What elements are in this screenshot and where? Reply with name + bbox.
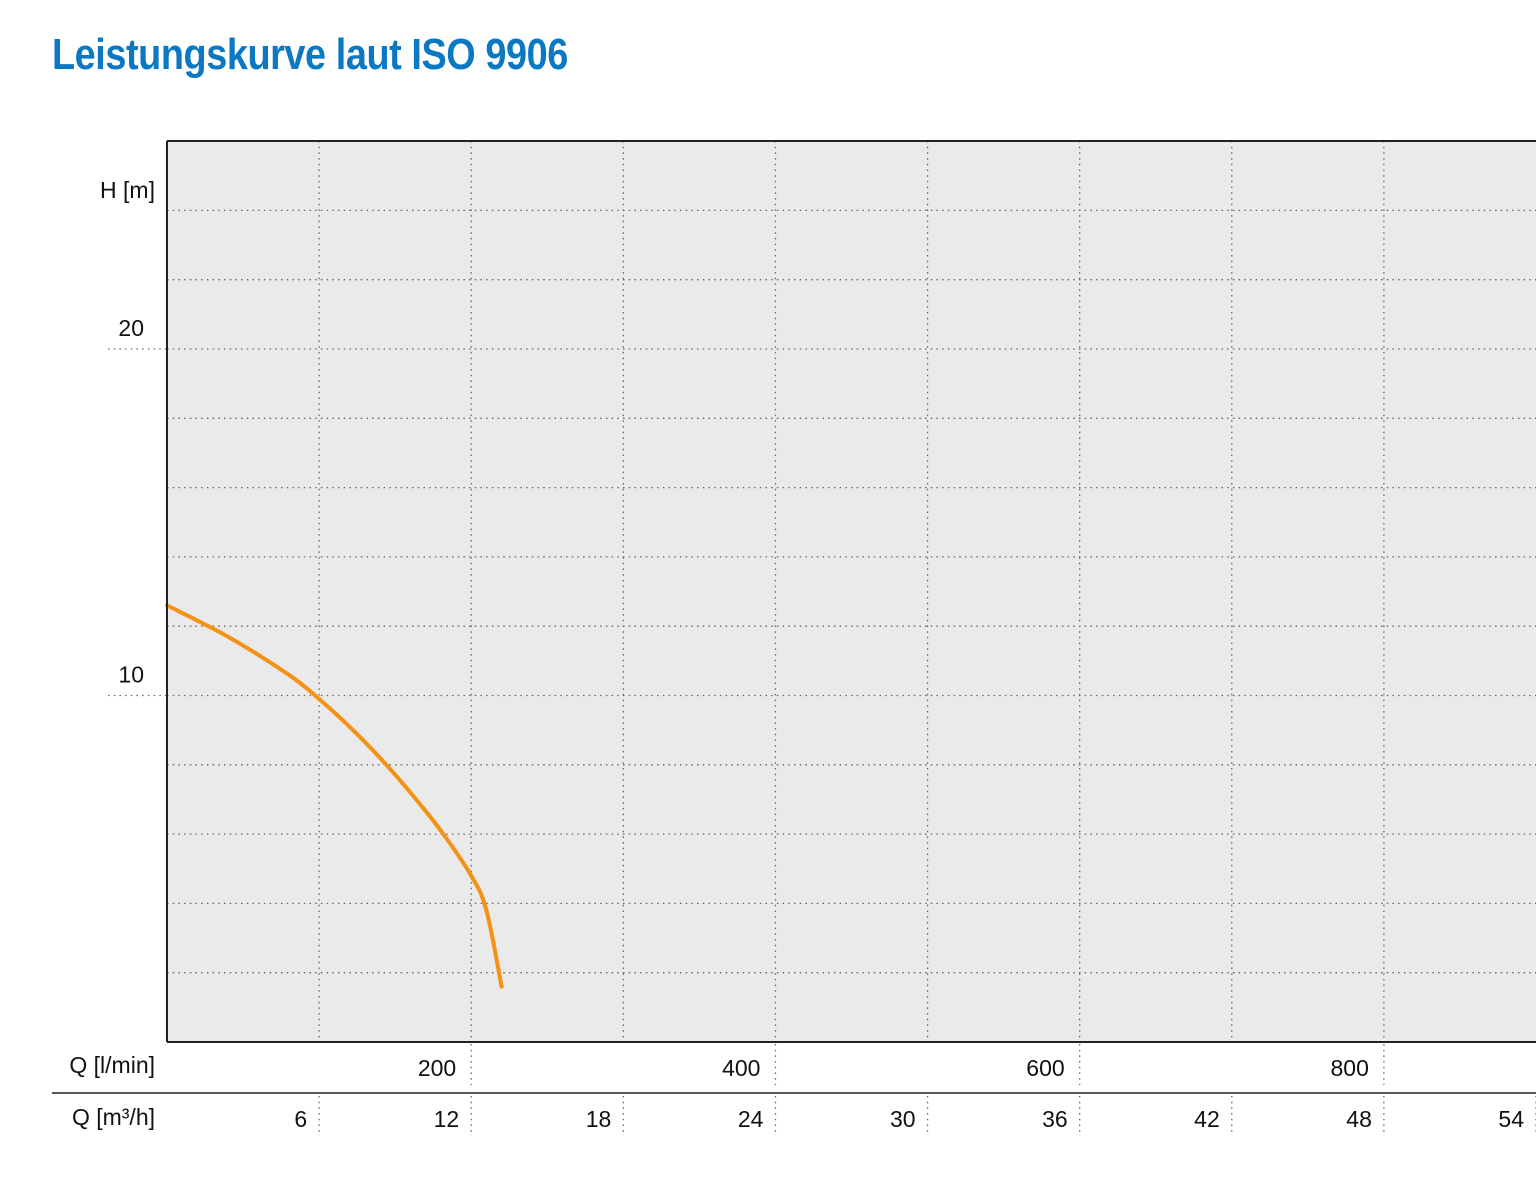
chart-title: Leistungskurve laut ISO 9906	[52, 30, 568, 79]
grid-lines	[108, 141, 1536, 1042]
m3h-tick-label: 24	[738, 1106, 764, 1132]
plot-background	[167, 141, 1536, 1042]
axes	[52, 140, 1536, 1136]
lmin-tick-label: 600	[1026, 1055, 1064, 1081]
m3h-tick-label: 18	[586, 1106, 612, 1132]
m3h-tick-label: 30	[890, 1106, 916, 1132]
lmin-tick-label: 200	[418, 1055, 456, 1081]
y-tick-label: 20	[118, 315, 144, 341]
curve-layer	[165, 603, 504, 989]
m3h-tick-label: 6	[294, 1106, 307, 1132]
x-axis-label-lmin: Q [l/min]	[69, 1052, 155, 1078]
m3h-tick-label: 12	[434, 1106, 460, 1132]
m3h-tick-label: 48	[1346, 1106, 1372, 1132]
y-axis-label: H [m]	[100, 177, 155, 203]
lmin-tick-label: 800	[1331, 1055, 1369, 1081]
performance-curve	[165, 603, 504, 989]
m3h-tick-label: 36	[1042, 1106, 1068, 1132]
m3h-tick-label: 42	[1194, 1106, 1220, 1132]
axis-labels: H [m] Q [l/min] Q [m³/h] 10 20 200 400 600 800 6 1…	[69, 177, 1524, 1132]
x-axis-label-m3h: Q [m³/h]	[72, 1104, 155, 1130]
lmin-tick-label: 400	[722, 1055, 760, 1081]
y-tick-label: 10	[118, 662, 144, 688]
m3h-tick-label: 54	[1498, 1106, 1524, 1132]
